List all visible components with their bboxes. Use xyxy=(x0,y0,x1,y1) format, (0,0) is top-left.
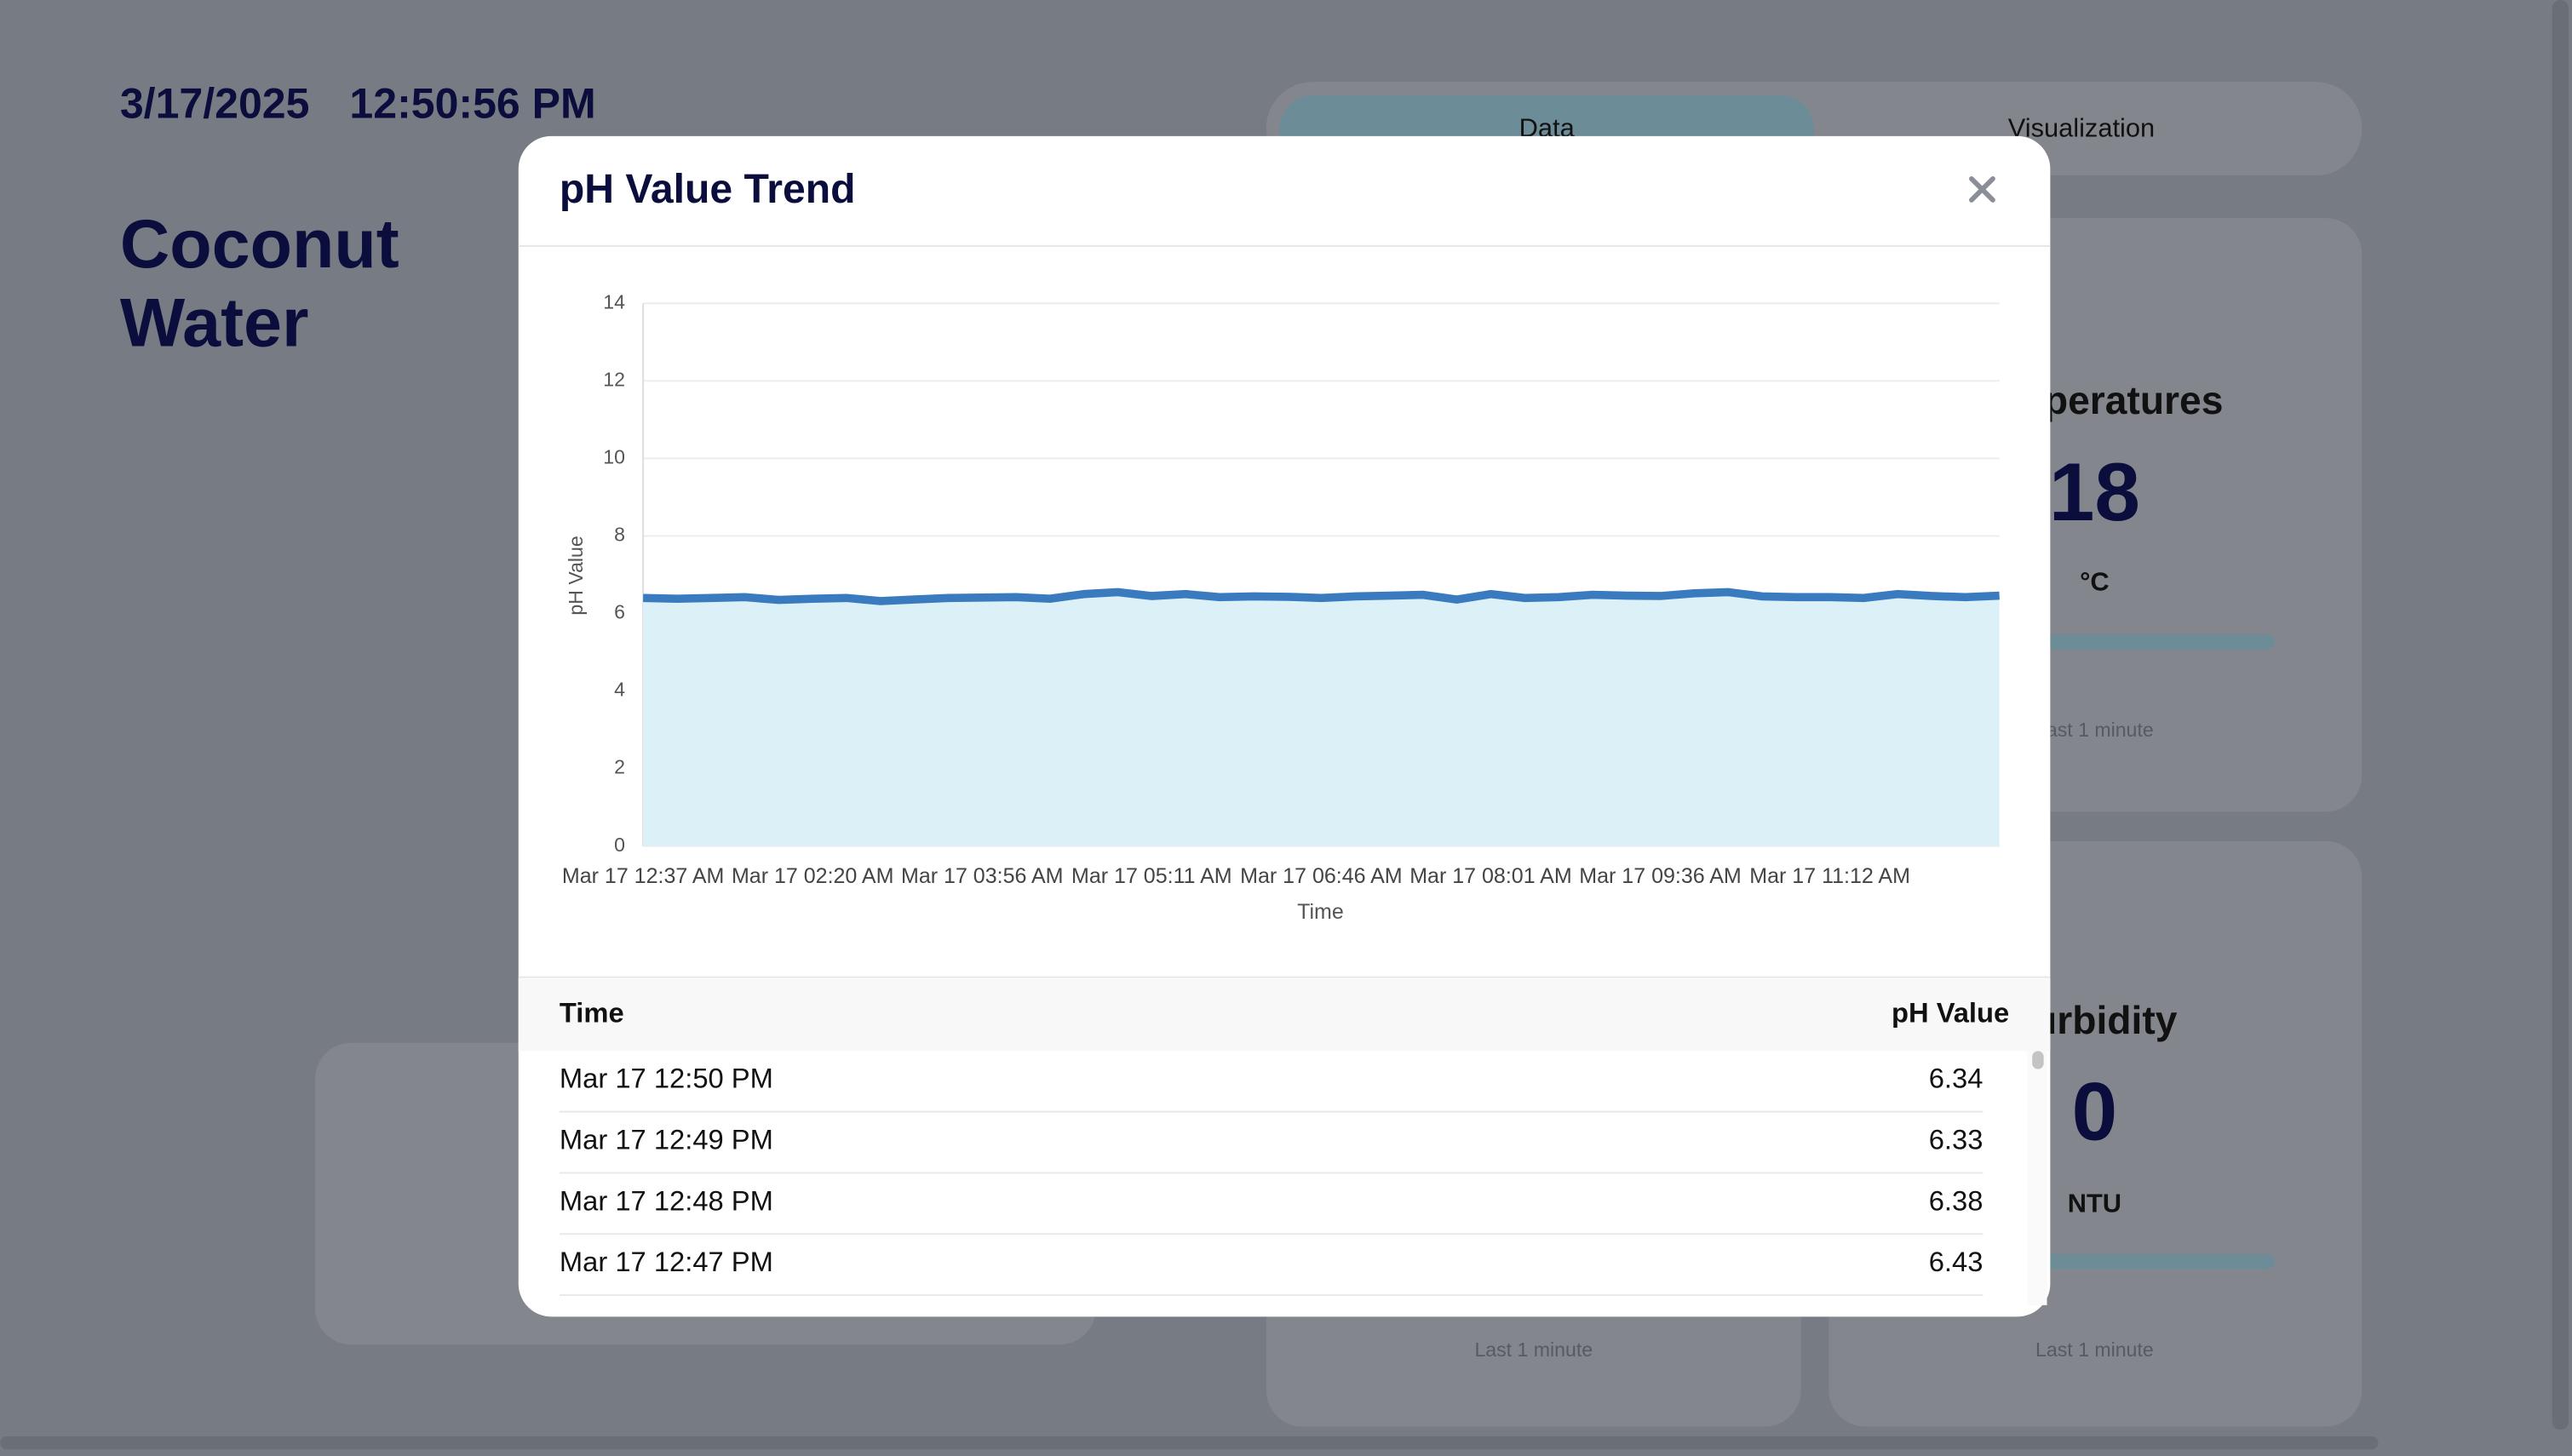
y-tick-label: 0 xyxy=(614,834,625,856)
x-axis-label: Time xyxy=(1297,900,1344,924)
card-value: 0 xyxy=(2072,1067,2118,1158)
scrollbar-vertical[interactable] xyxy=(2552,0,2569,1430)
y-tick-label: 10 xyxy=(603,445,625,467)
modal-title: pH Value Trend xyxy=(560,166,856,212)
card-value: 18 xyxy=(2049,447,2140,538)
card-unit: NTU xyxy=(2068,1189,2121,1218)
table-cell: 6.33 xyxy=(1929,1123,1984,1155)
product-title: Water xyxy=(120,284,309,361)
line xyxy=(643,588,2000,605)
table-cell: Mar 17 12:49 PM xyxy=(560,1123,773,1155)
table-cell: Mar 17 12:48 PM xyxy=(560,1184,773,1216)
x-tick-label: Mar 17 09:36 AM xyxy=(1579,864,1742,888)
y-tick-label: 14 xyxy=(603,290,625,312)
card-footer: Last 1 minute xyxy=(2035,1338,2154,1361)
table: Time pH Value Mar 17 12:50 PM 6.34 Mar 17 12… xyxy=(560,997,2009,1297)
close-button[interactable] xyxy=(1969,176,1995,203)
table-cell: 6.38 xyxy=(1929,1184,1984,1216)
tab[interactable]: Visualization xyxy=(2008,112,2155,142)
y-axis-label: pH Value xyxy=(565,536,587,615)
y-tick-label: 8 xyxy=(614,524,625,546)
x-tick-label: Mar 17 08:01 AM xyxy=(1409,864,1572,888)
close-icon[interactable] xyxy=(1969,176,1995,203)
card-footer: Last 1 minute xyxy=(1474,1338,1593,1361)
chart: 0 2 4 6 8 10 12 14 pH Value Time Mar 17 12:37 AM Ma… xyxy=(562,290,2000,924)
table-cell: 6.43 xyxy=(1929,1246,1984,1277)
y-tick-label: 2 xyxy=(614,756,625,778)
table-header xyxy=(518,978,2051,1052)
table-cell: Mar 17 12:50 PM xyxy=(560,1063,773,1094)
table-scroll-thumb[interactable] xyxy=(2032,1051,2044,1069)
card-footer: Last 1 minute xyxy=(2035,719,2154,741)
product-title: Coconut xyxy=(120,206,399,283)
modal: pH Value Trend 0 2 4 6 8 10 12 14 pH Value Time Ma… xyxy=(518,135,2051,1317)
table-scrollbar[interactable] xyxy=(2027,1051,2047,1305)
card-unit: °C xyxy=(2080,567,2110,597)
x-tick-label: Mar 17 02:20 AM xyxy=(732,864,894,888)
date: 3/17/2025 xyxy=(120,79,310,127)
y-tick-label: 6 xyxy=(614,601,625,623)
scrollbar-horizontal[interactable] xyxy=(0,1436,2379,1450)
table-cell: Mar 17 12:47 PM xyxy=(560,1246,773,1277)
x-tick-label: Mar 17 05:11 AM xyxy=(1071,864,1232,888)
x-tick-label: Mar 17 06:46 AM xyxy=(1240,864,1403,888)
table-column-header: pH Value xyxy=(1892,997,2009,1029)
y-tick-label: 4 xyxy=(614,679,625,701)
table-column-header: Time xyxy=(560,997,624,1029)
y-tick-label: 12 xyxy=(603,368,625,390)
x-tick-label: Mar 17 03:56 AM xyxy=(901,864,1064,888)
area-fill xyxy=(643,592,2000,846)
x-tick-label: Mar 17 12:37 AM xyxy=(562,864,725,888)
time: 12:50:56 PM xyxy=(349,79,595,127)
table-cell: 6.34 xyxy=(1929,1063,1984,1094)
x-tick-label: Mar 17 11:12 AM xyxy=(1749,864,1910,888)
